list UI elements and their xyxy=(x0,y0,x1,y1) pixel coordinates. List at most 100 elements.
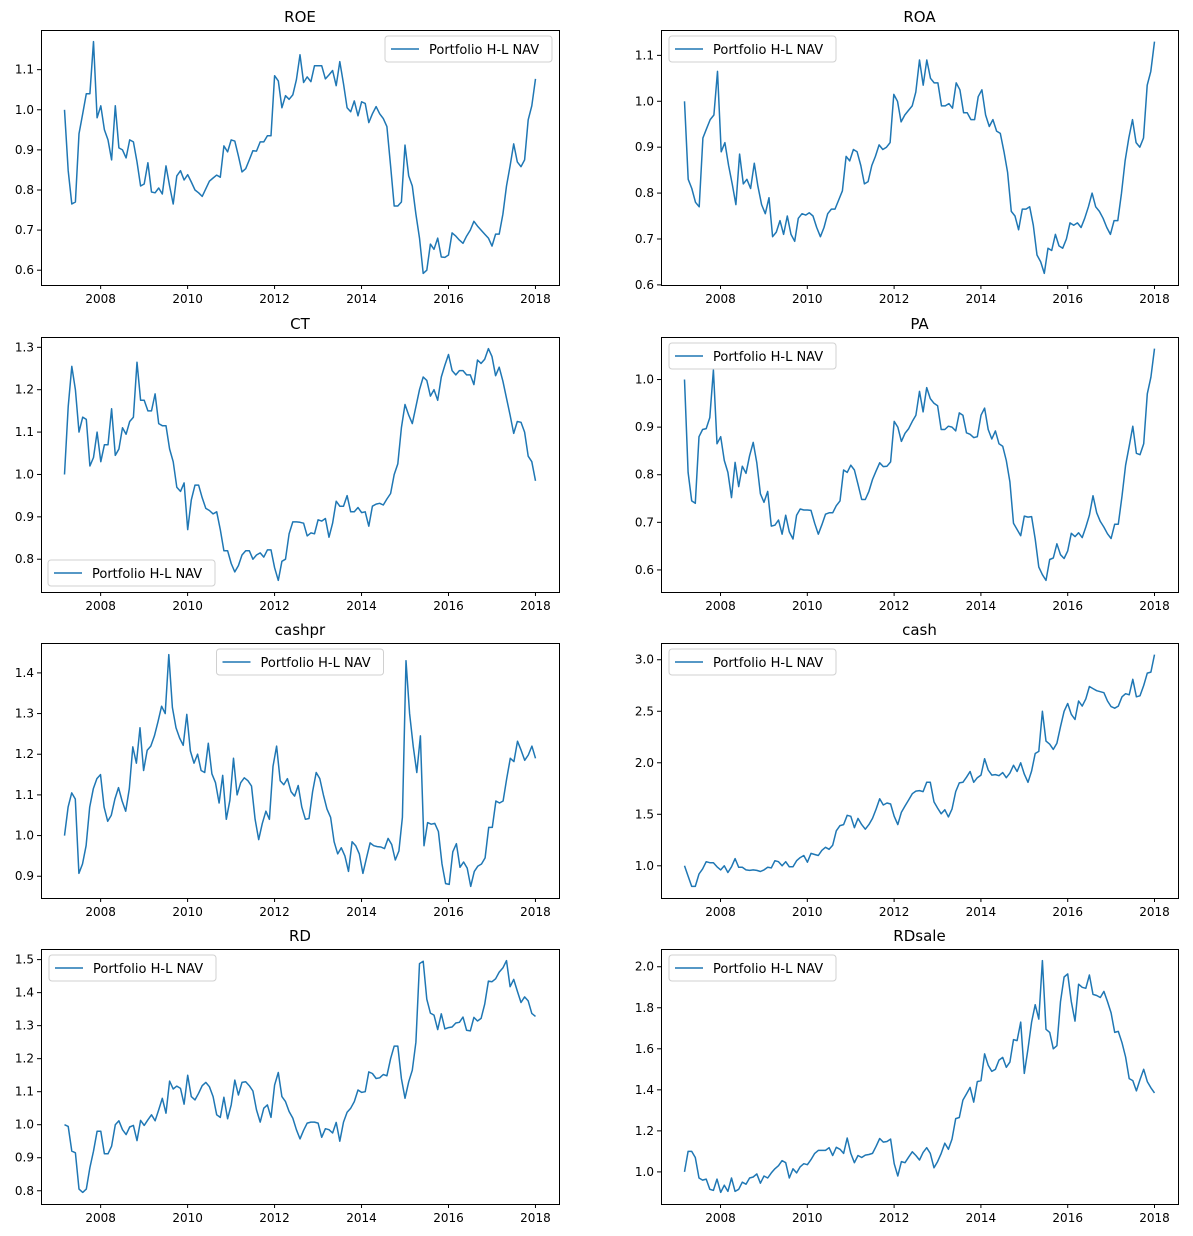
y-tick-label: 0.7 xyxy=(635,515,654,529)
x-tick-label: 2014 xyxy=(966,1211,997,1225)
y-tick-label: 0.6 xyxy=(635,278,654,292)
legend-label: Portfolio H-L NAV xyxy=(713,350,823,365)
x-tick-label: 2010 xyxy=(792,599,823,613)
x-tick-label: 2016 xyxy=(433,905,464,919)
x-tick-label: 2014 xyxy=(346,292,377,306)
x-tick-label: 2010 xyxy=(172,292,203,306)
legend: Portfolio H-L NAV xyxy=(47,559,216,587)
subplot-rd: RD 2008 2010 2012 2014 2016 2018 0.8 0.9 1.0 1.1 1.… xyxy=(15,927,560,1225)
y-tick-label: 1.0 xyxy=(635,1165,654,1179)
series-line-portfolio-hl-nav xyxy=(63,347,537,582)
x-tick-label: 2014 xyxy=(966,599,997,613)
y-tick-label: 0.9 xyxy=(15,869,34,883)
axes-frame xyxy=(661,949,1179,1205)
axes-frame xyxy=(41,643,560,899)
y-tick-label: 1.0 xyxy=(635,94,654,108)
x-tick-label: 2012 xyxy=(259,599,290,613)
legend: Portfolio H-L NAV xyxy=(668,648,837,676)
y-tick-label: 0.9 xyxy=(635,140,654,154)
subplot-roa: ROA 2008 2010 2012 2014 2016 2018 0.6 0.7 0.8 0.9 1… xyxy=(635,8,1179,306)
y-tick-label: 2.0 xyxy=(635,756,654,770)
y-tick-label: 3.0 xyxy=(635,653,654,667)
subplot-roe: ROE 2008 2010 2012 2014 2016 2018 0.6 0.7 0.8 0.9 1… xyxy=(15,8,560,306)
x-tick-label: 2018 xyxy=(520,905,551,919)
x-tick-label: 2012 xyxy=(879,905,910,919)
chart-title: RDsale xyxy=(893,927,945,945)
x-tick-label: 2012 xyxy=(879,599,910,613)
chart-title: ROA xyxy=(903,8,936,26)
y-tick-label: 1.0 xyxy=(15,1118,34,1132)
x-tick-label: 2018 xyxy=(1139,1211,1170,1225)
y-tick-label: 1.4 xyxy=(15,986,34,1000)
y-tick-label: 1.4 xyxy=(15,666,34,680)
y-tick-label: 1.2 xyxy=(15,383,34,397)
y-tick-label: 1.8 xyxy=(635,1001,654,1015)
x-tick-label: 2016 xyxy=(433,1211,464,1225)
subplot-pa: PA 2008 2010 2012 2014 2016 2018 0.6 0.7 0.8 0.9 1.… xyxy=(635,315,1179,613)
y-tick-label: 1.2 xyxy=(15,1052,34,1066)
subplot-ct: CT 2008 2010 2012 2014 2016 2018 0.8 0.9 1.0 1.1 1.… xyxy=(15,315,560,613)
legend-label: Portfolio H-L NAV xyxy=(93,962,203,977)
y-tick-label: 1.3 xyxy=(15,1019,34,1033)
chart-title: cash xyxy=(902,621,937,639)
legend-label: Portfolio H-L NAV xyxy=(713,43,823,58)
y-tick-label: 0.6 xyxy=(15,263,34,277)
y-tick-label: 0.8 xyxy=(15,183,34,197)
y-tick-label: 0.9 xyxy=(15,1151,34,1165)
y-tick-label: 0.9 xyxy=(15,510,34,524)
y-tick-label: 1.2 xyxy=(15,747,34,761)
x-tick-label: 2018 xyxy=(520,292,551,306)
x-tick-label: 2008 xyxy=(85,599,116,613)
y-tick-label: 1.0 xyxy=(635,859,654,873)
y-tick-label: 0.9 xyxy=(15,143,34,157)
axes-frame xyxy=(41,30,560,286)
y-tick-label: 1.1 xyxy=(15,63,34,77)
x-tick-label: 2010 xyxy=(172,1211,203,1225)
x-tick-label: 2018 xyxy=(520,1211,551,1225)
legend-label: Portfolio H-L NAV xyxy=(713,962,823,977)
x-tick-label: 2014 xyxy=(346,1211,377,1225)
y-tick-label: 1.6 xyxy=(635,1042,654,1056)
x-tick-label: 2008 xyxy=(705,599,736,613)
legend: Portfolio H-L NAV xyxy=(48,954,217,982)
axes-frame xyxy=(661,337,1179,593)
y-tick-label: 1.3 xyxy=(15,707,34,721)
series-line-portfolio-hl-nav xyxy=(683,654,1156,888)
y-tick-label: 0.7 xyxy=(635,232,654,246)
legend-label: Portfolio H-L NAV xyxy=(92,567,202,582)
y-tick-label: 0.7 xyxy=(15,223,34,237)
x-tick-label: 2018 xyxy=(520,599,551,613)
x-tick-label: 2008 xyxy=(85,1211,116,1225)
x-tick-label: 2010 xyxy=(172,905,203,919)
x-tick-label: 2016 xyxy=(433,292,464,306)
y-tick-label: 2.5 xyxy=(635,704,654,718)
x-tick-label: 2010 xyxy=(792,905,823,919)
y-tick-label: 1.1 xyxy=(15,788,34,802)
legend-box xyxy=(668,954,837,982)
x-tick-label: 2012 xyxy=(259,292,290,306)
y-tick-label: 1.5 xyxy=(635,807,654,821)
y-tick-label: 1.3 xyxy=(15,340,34,354)
legend: Portfolio H-L NAV xyxy=(668,35,837,63)
series-line-portfolio-hl-nav xyxy=(683,41,1156,275)
legend-label: Portfolio H-L NAV xyxy=(261,656,371,671)
axes-frame xyxy=(41,337,560,593)
legend: Portfolio H-L NAV xyxy=(216,648,384,676)
x-tick-label: 2018 xyxy=(1139,599,1170,613)
x-tick-label: 2012 xyxy=(879,1211,910,1225)
x-tick-label: 2010 xyxy=(792,1211,823,1225)
x-tick-label: 2010 xyxy=(792,292,823,306)
legend-box xyxy=(48,954,217,982)
legend: Portfolio H-L NAV xyxy=(668,342,837,370)
y-tick-label: 0.8 xyxy=(15,1184,34,1198)
x-tick-label: 2012 xyxy=(259,1211,290,1225)
y-tick-label: 1.0 xyxy=(15,103,34,117)
x-tick-label: 2008 xyxy=(705,905,736,919)
y-tick-label: 1.1 xyxy=(15,425,34,439)
series-line-portfolio-hl-nav xyxy=(683,348,1156,582)
x-tick-label: 2012 xyxy=(259,905,290,919)
x-tick-label: 2014 xyxy=(346,599,377,613)
x-tick-label: 2018 xyxy=(1139,292,1170,306)
series-line-portfolio-hl-nav xyxy=(64,959,536,1194)
subplot-cash: cash 2008 2010 2012 2014 2016 2018 1.0 1.5 2.0 2.5… xyxy=(635,621,1179,919)
